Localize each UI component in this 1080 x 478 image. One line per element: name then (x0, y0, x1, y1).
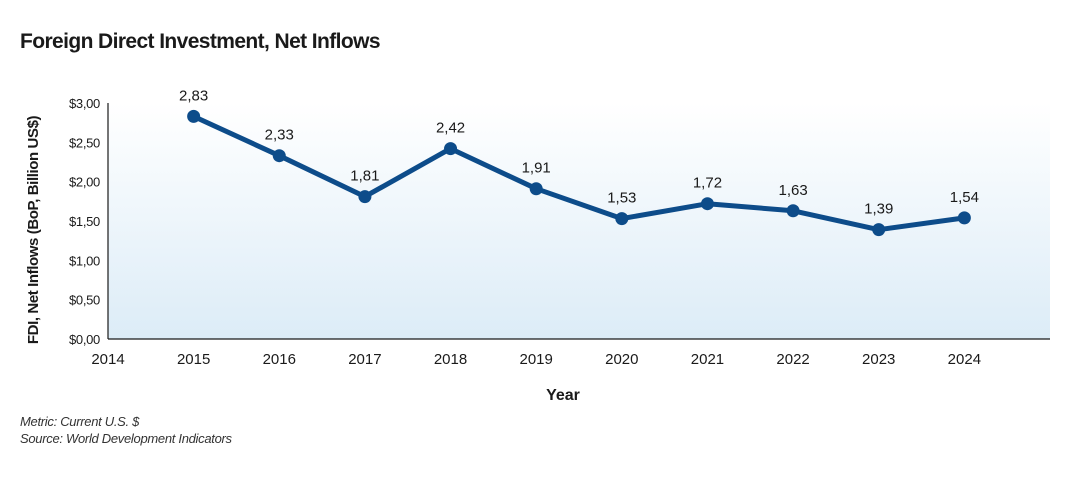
x-axis-title: Year (546, 387, 580, 404)
chart-title: Foreign Direct Investment, Net Inflows (20, 30, 381, 53)
data-label: 1,54 (950, 189, 979, 206)
data-label: 2,33 (265, 127, 294, 144)
data-label: 1,91 (522, 160, 551, 177)
axes (107, 103, 1050, 340)
x-tick-label: 2019 (519, 351, 552, 368)
data-label: 1,39 (864, 201, 893, 218)
data-point (872, 223, 886, 237)
y-tick-label: $2,00 (69, 175, 100, 190)
x-tick-label: 2024 (948, 351, 981, 368)
metric-note: Metric: Current U.S. $ (20, 414, 140, 429)
y-tick-label: $1,50 (69, 214, 100, 229)
x-tick-label: 2023 (862, 351, 895, 368)
data-label: 1,63 (778, 182, 807, 199)
y-tick-labels: $0,00 $0,50 $1,00 $1,50 $2,00 $2,50 $3,00 (69, 96, 100, 347)
y-axis-title: FDI, Net Inflows (BoP, Billion US$) (25, 115, 42, 344)
source-note: Source: World Development Indicators (20, 431, 232, 446)
x-tick-label: 2017 (348, 351, 381, 368)
y-tick-label: $3,00 (69, 96, 100, 111)
y-tick-label: $0,50 (69, 293, 100, 308)
x-tick-label: 2018 (434, 351, 467, 368)
footnotes: Metric: Current U.S. $ Source: World Dev… (20, 413, 232, 447)
x-tick-label: 2014 (91, 351, 124, 368)
data-labels: 2,83 2,33 1,81 2,42 1,91 1,53 1,72 1,63 1,39 1,54 (179, 87, 979, 217)
plot-background (108, 103, 1050, 339)
x-tick-label: 2016 (263, 351, 296, 368)
data-point (529, 182, 543, 196)
x-tick-label: 2020 (605, 351, 638, 368)
data-point (187, 109, 201, 123)
data-label: 1,81 (350, 168, 379, 185)
data-point (957, 211, 971, 225)
data-label: 2,83 (179, 87, 208, 104)
data-point (444, 142, 458, 156)
y-tick-label: $1,00 (69, 253, 100, 268)
series-lines (191, 113, 967, 233)
x-tick-labels: 2014 2015 2016 2017 2018 2019 2020 2021 2022 2023… (91, 351, 981, 368)
x-tick-label: 2022 (776, 351, 809, 368)
data-label: 1,72 (693, 175, 722, 192)
data-point (358, 190, 372, 204)
data-label: 1,53 (607, 190, 636, 207)
data-point (615, 212, 629, 226)
data-points (187, 109, 971, 237)
data-label: 2,42 (436, 120, 465, 137)
x-tick-label: 2015 (177, 351, 210, 368)
data-point (786, 204, 800, 218)
series-line (191, 113, 967, 233)
y-tick-label: $0,00 (69, 332, 100, 347)
x-tick-label: 2021 (691, 351, 724, 368)
data-point (700, 197, 714, 211)
y-tick-label: $2,50 (69, 135, 100, 150)
data-point (272, 149, 286, 163)
